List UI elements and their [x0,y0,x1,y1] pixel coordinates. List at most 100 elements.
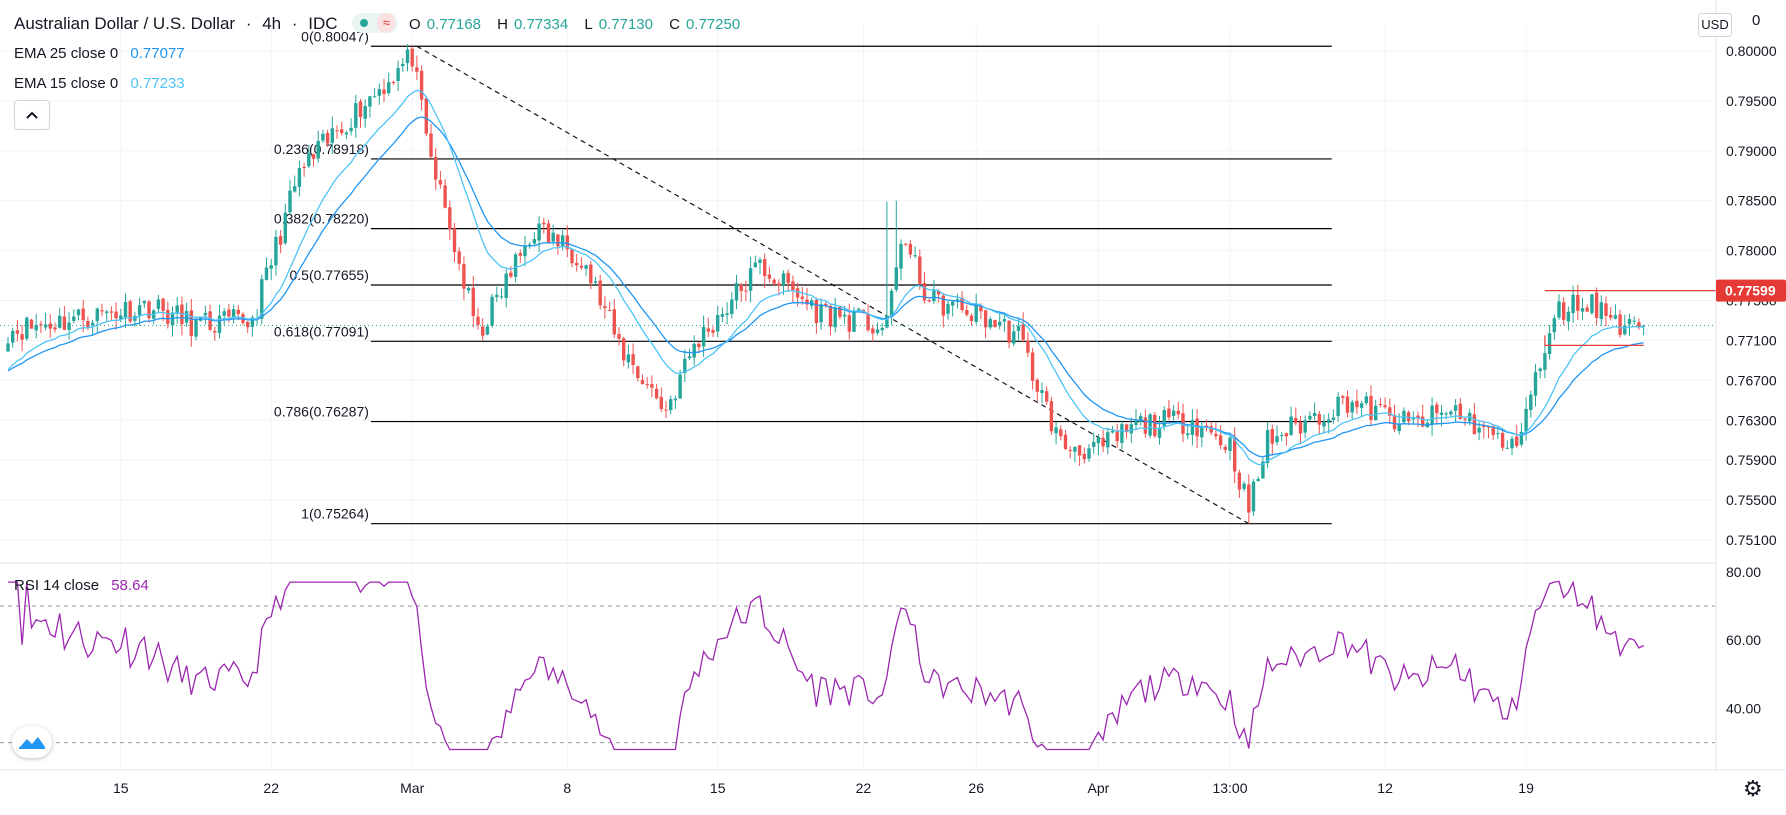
candle-body [1388,407,1392,416]
bear-candle [1378,397,1383,408]
tradingview-logo[interactable] [12,726,52,758]
candle-body [142,300,146,304]
symbol-name[interactable]: Australian Dollar / U.S. Dollar [14,14,236,33]
bear-candle [1068,445,1072,459]
candle-body [1228,437,1232,452]
bear-candle [48,314,52,339]
candle-body [1491,426,1495,435]
candle-body [58,315,62,328]
bear-candle [645,377,649,389]
interval-label[interactable]: 4h [262,14,282,33]
candle-body [537,223,541,241]
bull-candle [72,309,76,324]
bear-candle [546,219,551,243]
candle-body [1303,420,1307,433]
bull-candle [1256,476,1260,482]
candle-body [1322,421,1326,427]
bull-candle [734,274,739,310]
bull-candle [946,300,950,320]
bull-candle [43,312,48,331]
bear-candle [62,305,67,331]
bull-candle [34,313,38,339]
bull-candle [781,270,786,295]
candle-body [391,81,396,83]
bear-candle [1562,297,1566,326]
symbol-header[interactable]: Australian Dollar / U.S. Dollar · 4h · I… [14,13,752,34]
candle-body [203,312,208,316]
bear-candle [805,288,809,311]
bear-candle [1482,421,1486,439]
bear-candle [311,153,316,167]
candle-body [194,319,198,337]
candle-body [1002,319,1007,322]
candle-body [908,243,913,255]
candle-body [1251,481,1256,512]
candle-body [1632,320,1636,322]
candle-body [1007,320,1011,343]
bull-candle [1186,424,1190,440]
bull-candle [58,307,62,329]
bull-candle [1552,314,1556,340]
candle-body [476,316,480,325]
candle-body [1641,325,1646,327]
bull-candle [998,311,1002,330]
bear-candle [39,320,43,334]
ohlc-close: C 0.77250 [669,16,741,33]
candle-body [1049,401,1054,432]
rsi-label: RSI 14 close [14,577,100,594]
candle-body [264,267,269,280]
bear-candle [1392,404,1397,432]
rsi-pane [0,562,1715,751]
bull-candle [321,129,325,143]
candle-body [532,238,537,244]
candle-body [1613,315,1618,319]
bull-candle [1200,422,1204,448]
bull-candle [1087,444,1091,462]
candle-body [1233,438,1237,472]
candle-body [1120,424,1124,443]
candle-body [170,312,175,326]
bear-candle [236,305,240,321]
bull-candle [11,327,15,348]
bear-candle [1247,474,1251,524]
bear-candle [777,279,781,296]
bear-candle [744,280,748,302]
candle-body [1054,427,1058,434]
candle-body [283,212,287,244]
settings-gear-icon[interactable]: ⚙ [1743,776,1763,801]
candle-body [1265,430,1270,464]
bear-candle [415,55,419,81]
currency-selector[interactable]: USD [1698,13,1732,37]
collapse-legend-button[interactable] [14,100,50,130]
candle-body [983,310,988,328]
ema25-value: 0.77077 [130,45,185,62]
candle-body [551,232,555,242]
candle-body [1627,319,1632,325]
bear-candle [471,276,475,328]
bear-candle [424,96,428,137]
candle-body [250,317,255,327]
candle-body [669,399,673,411]
candle-body [875,329,880,333]
bull-candle [1538,367,1542,379]
candle-body [109,311,114,313]
ema15-legend[interactable]: EMA 15 close 0 0.77233 [14,75,185,92]
candle-body [438,180,443,185]
rsi-legend[interactable]: RSI 14 close 58.64 [14,577,149,594]
price-tick-label: 0.79000 [1726,143,1777,159]
candle-body [1247,484,1251,513]
bear-candle [1176,401,1180,419]
candle-body [76,309,81,316]
bear-candle [1463,417,1467,426]
bull-candle [833,297,837,333]
bear-candle [246,320,250,333]
bear-candle [443,179,447,209]
candle-body [457,251,461,264]
time-tick-label: 8 [563,780,571,796]
candle-body [1204,425,1209,428]
candle-body [556,234,560,247]
ema25-legend[interactable]: EMA 25 close 0 0.77077 [14,45,185,62]
market-status-pill[interactable]: ≈ [352,13,399,33]
